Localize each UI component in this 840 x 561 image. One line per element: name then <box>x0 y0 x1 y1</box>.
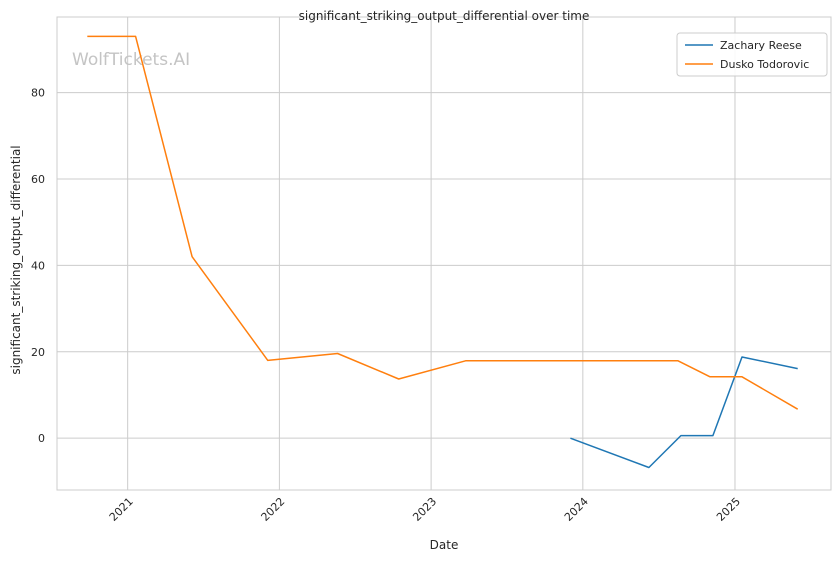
legend-label-zachary-reese: Zachary Reese <box>720 39 802 52</box>
y-tick-label: 20 <box>31 346 45 359</box>
y-tick-label: 40 <box>31 259 45 272</box>
y-tick-label: 80 <box>31 87 45 100</box>
x-tick-label: 2025 <box>714 495 743 524</box>
x-axis-label: Date <box>430 538 459 552</box>
plot-frame <box>56 16 832 491</box>
series-layer <box>87 35 799 469</box>
x-tick-label: 2022 <box>259 495 288 524</box>
legend: Zachary Reese Dusko Todorovic <box>676 32 828 77</box>
y-tick-label: 0 <box>38 432 45 445</box>
x-tick-label: 2024 <box>562 495 591 524</box>
chart-title: significant_striking_output_differential… <box>299 9 590 23</box>
x-tick-label: 2023 <box>410 495 439 524</box>
y-ticks: 0 20 40 60 80 <box>31 87 45 446</box>
grid <box>57 17 831 490</box>
x-tick-label: 2021 <box>107 495 136 524</box>
watermark: WolfTickets.AI <box>72 50 190 70</box>
y-tick-label: 60 <box>31 173 45 186</box>
legend-label-dusko-todorovic: Dusko Todorovic <box>720 58 809 71</box>
series-line-zachary-reese <box>570 356 798 469</box>
x-ticks: 2021 2022 2023 2024 2025 <box>107 495 743 524</box>
legend-box <box>676 32 828 77</box>
y-axis-label: significant_striking_output_differential <box>9 145 23 374</box>
series-line-dusko-todorovic <box>87 35 799 410</box>
